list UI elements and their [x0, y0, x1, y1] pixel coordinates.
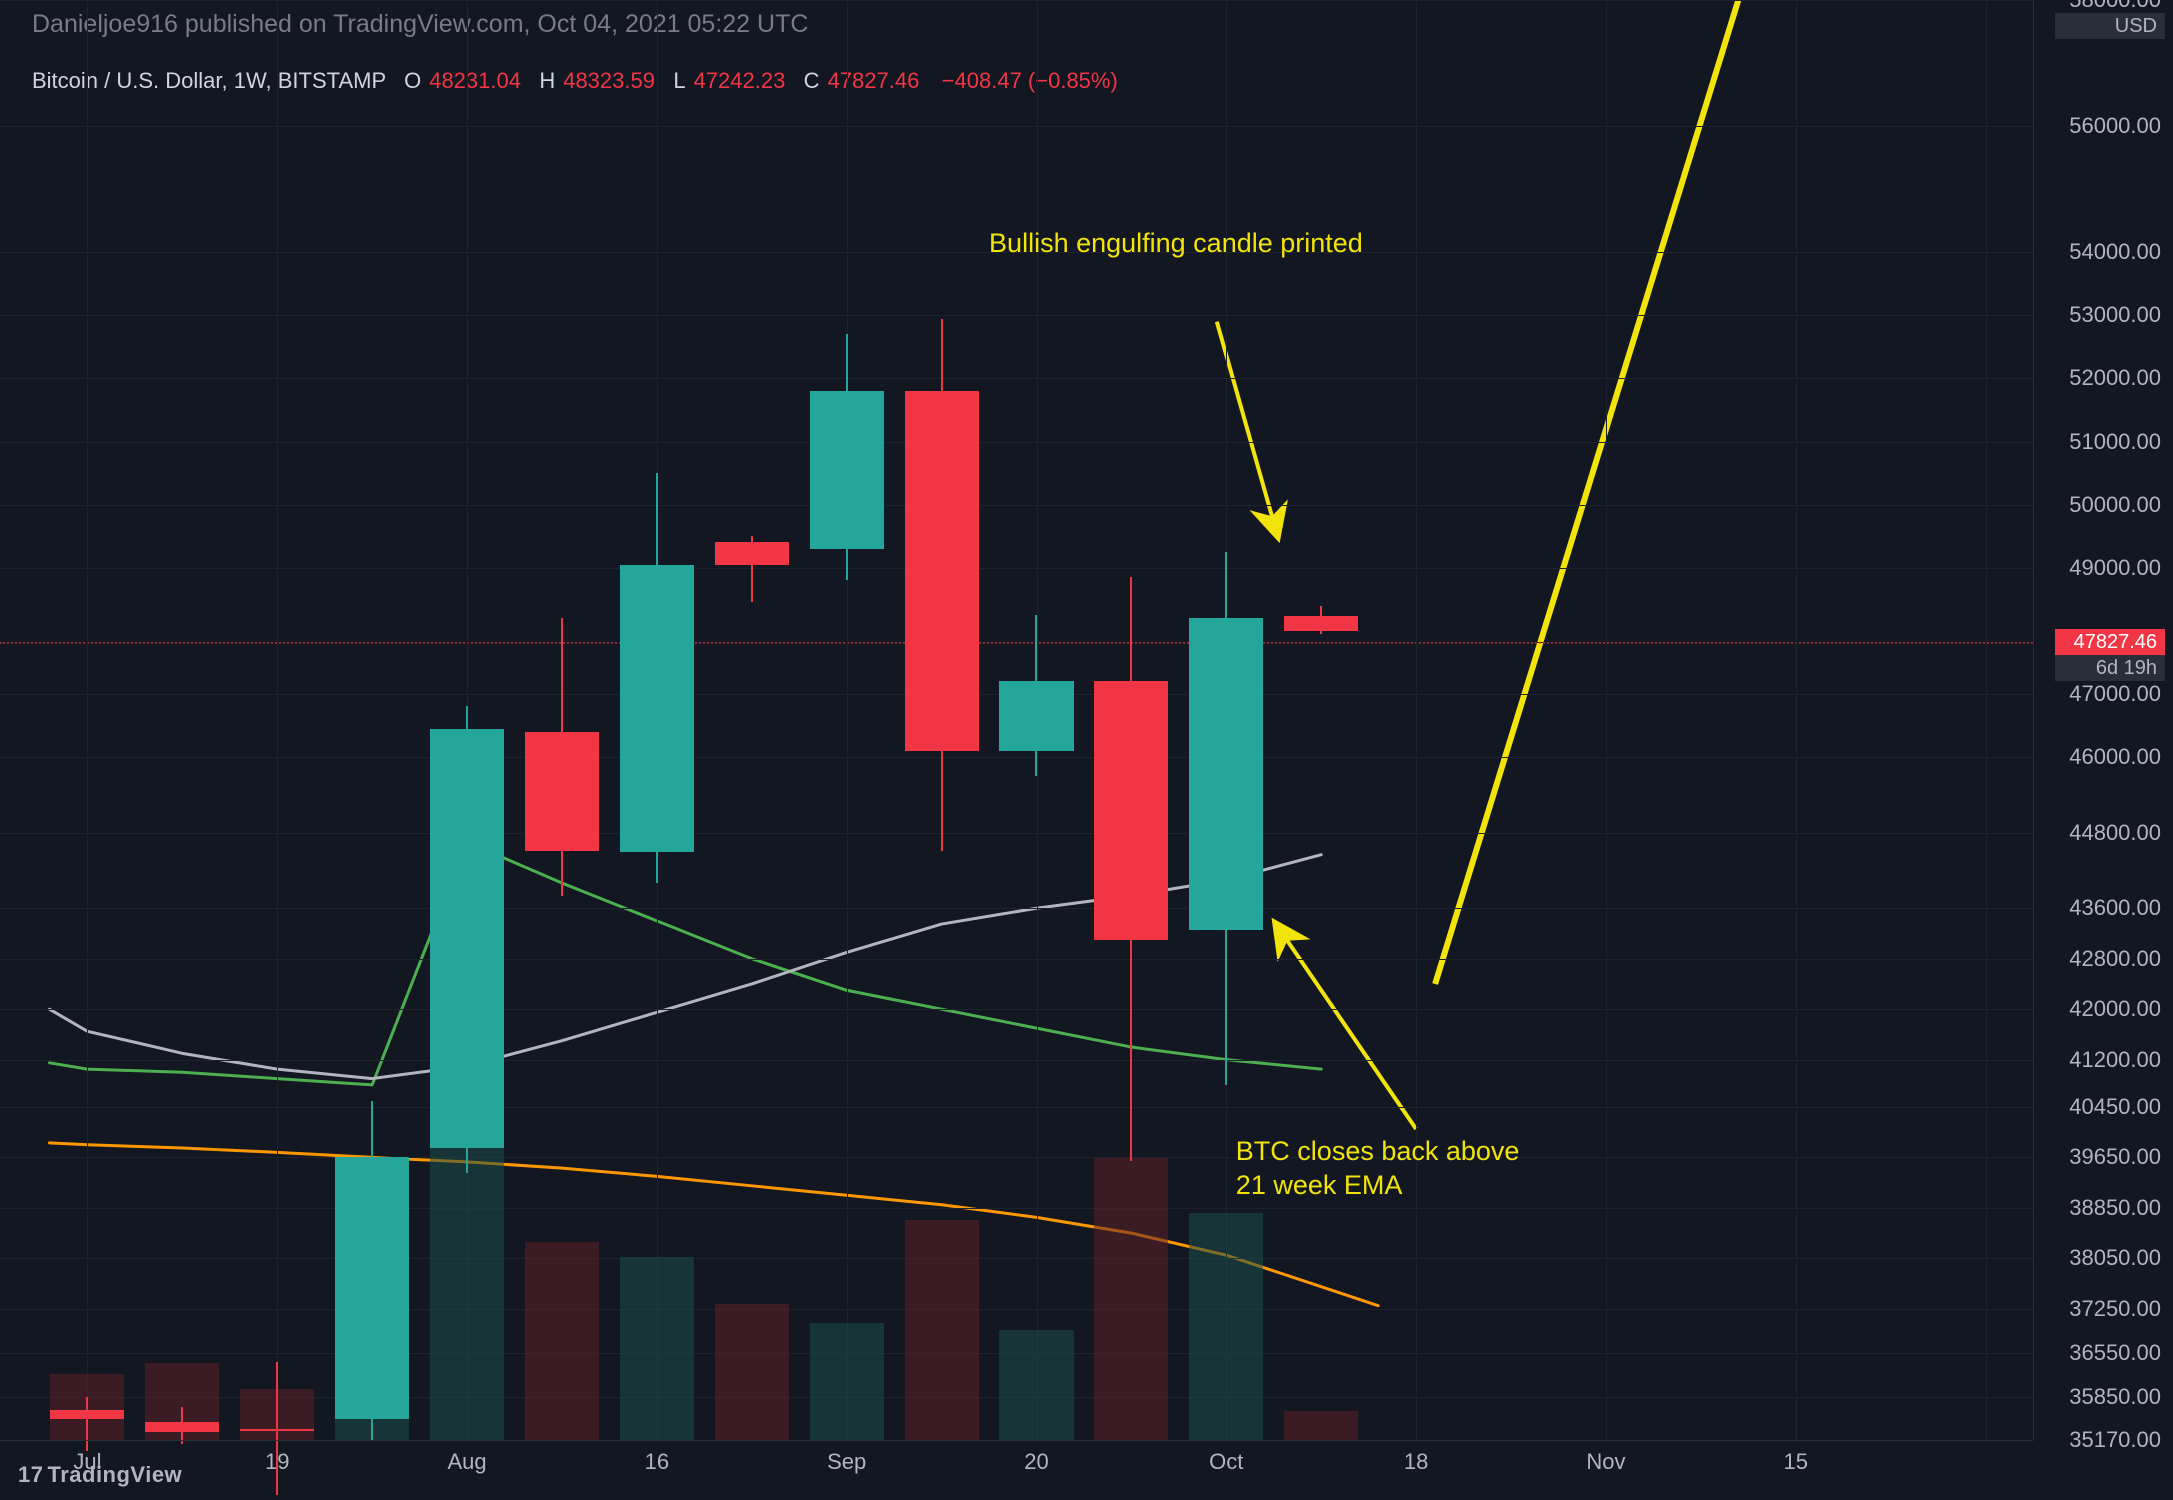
gridline-vertical	[1796, 0, 1797, 1440]
countdown-badge: 6d 19h	[2055, 655, 2165, 681]
y-axis-label: 46000.00	[2069, 744, 2161, 770]
y-axis-label: 37250.00	[2069, 1296, 2161, 1322]
y-axis-label: 52000.00	[2069, 365, 2161, 391]
candlestick	[430, 0, 504, 1440]
y-axis-label: 49000.00	[2069, 555, 2161, 581]
tv-logo-glyph: 17	[18, 1462, 43, 1487]
y-axis-label: 35170.00	[2069, 1427, 2161, 1453]
y-axis-label: 36550.00	[2069, 1340, 2161, 1366]
candlestick	[145, 0, 219, 1440]
x-axis-label: 18	[1404, 1449, 1428, 1475]
candlestick	[1284, 0, 1358, 1440]
price-axis-badge: 47827.46	[2055, 629, 2165, 655]
chart-plot-area[interactable]: Bullish engulfing candle printed BTC clos…	[0, 0, 2033, 1440]
y-axis-label: 50000.00	[2069, 492, 2161, 518]
candlestick	[1094, 0, 1168, 1440]
y-axis-label: 41200.00	[2069, 1047, 2161, 1073]
candlestick	[905, 0, 979, 1440]
x-axis-label: Sep	[827, 1449, 866, 1475]
y-axis-label: 35850.00	[2069, 1384, 2161, 1410]
y-axis-label: 42000.00	[2069, 996, 2161, 1022]
x-axis-label: Aug	[447, 1449, 486, 1475]
candlestick	[335, 0, 409, 1440]
gridline-vertical	[1986, 0, 1987, 1440]
x-axis-label: 16	[645, 1449, 669, 1475]
y-axis[interactable]: 58000.00 56000.00 54000.00 53000.00 52000.00…	[2033, 0, 2173, 1440]
gridline-vertical	[1606, 0, 1607, 1440]
candlestick	[715, 0, 789, 1440]
annotation-text: Bullish engulfing candle printed	[989, 227, 1363, 261]
x-axis-label: Nov	[1586, 1449, 1625, 1475]
annotation-text: BTC closes back above 21 week EMA	[1236, 1135, 1520, 1203]
y-axis-label: 56000.00	[2069, 113, 2161, 139]
candlestick	[810, 0, 884, 1440]
x-axis-label: 20	[1024, 1449, 1048, 1475]
currency-badge: USD	[2055, 13, 2165, 39]
candlestick	[525, 0, 599, 1440]
y-axis-label: 43600.00	[2069, 895, 2161, 921]
tv-logo-text: TradingView	[47, 1462, 182, 1487]
candlestick	[1189, 0, 1263, 1440]
y-axis-label: 54000.00	[2069, 239, 2161, 265]
x-axis[interactable]: Jul19Aug16Sep20Oct18Nov15	[0, 1440, 2033, 1500]
y-axis-label: 58000.00	[2069, 0, 2161, 13]
tradingview-watermark: 17TradingView	[18, 1462, 182, 1488]
y-axis-label: 42800.00	[2069, 946, 2161, 972]
candlestick	[620, 0, 694, 1440]
y-axis-label: 51000.00	[2069, 429, 2161, 455]
y-axis-label: 53000.00	[2069, 302, 2161, 328]
y-axis-label: 38850.00	[2069, 1195, 2161, 1221]
x-axis-label: 19	[265, 1449, 289, 1475]
y-axis-label: 40450.00	[2069, 1094, 2161, 1120]
y-axis-label: 38050.00	[2069, 1245, 2161, 1271]
x-axis-label: 15	[1783, 1449, 1807, 1475]
candlestick	[240, 0, 314, 1440]
candlestick	[50, 0, 124, 1440]
y-axis-label: 39650.00	[2069, 1144, 2161, 1170]
candlestick	[999, 0, 1073, 1440]
gridline-vertical	[1416, 0, 1417, 1440]
y-axis-label: 44800.00	[2069, 820, 2161, 846]
x-axis-label: Oct	[1209, 1449, 1243, 1475]
y-axis-label: 47000.00	[2069, 681, 2161, 707]
